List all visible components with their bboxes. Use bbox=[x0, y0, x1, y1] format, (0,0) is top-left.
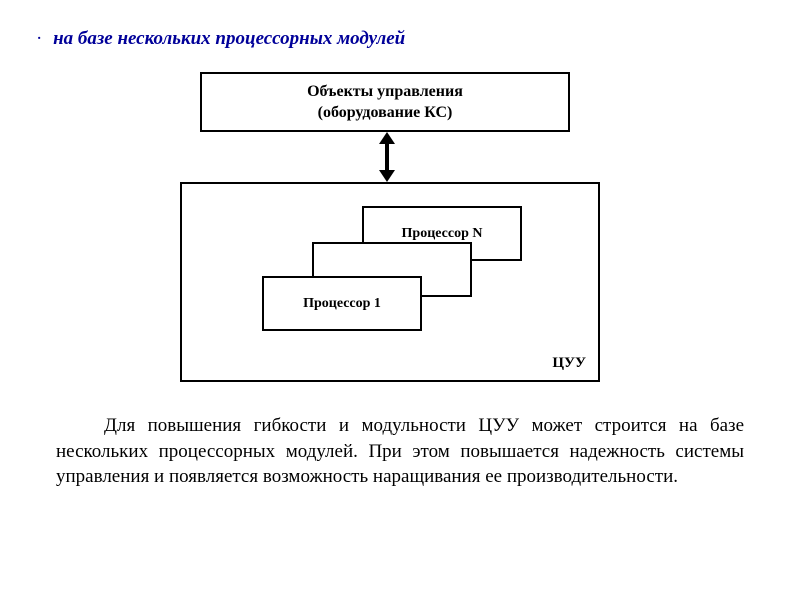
title-text: на базе нескольких процессорных модулей bbox=[53, 28, 405, 49]
top-box-line1: Объекты управления bbox=[202, 82, 568, 103]
arrow-down-icon bbox=[379, 170, 395, 182]
top-box-line2: (оборудование КС) bbox=[202, 103, 568, 124]
page-title: · на базе нескольких процессорных модуле… bbox=[36, 28, 764, 50]
description-paragraph: Для повышения гибкости и модульности ЦУУ… bbox=[36, 413, 764, 490]
processor-1-box: Процессор 1 bbox=[262, 276, 422, 331]
diagram-container: Объекты управления (оборудование КС) Про… bbox=[140, 70, 660, 385]
top-box: Объекты управления (оборудование КС) bbox=[200, 72, 570, 132]
bidirectional-arrow bbox=[379, 132, 395, 182]
title-bullet: · bbox=[36, 28, 42, 49]
cpu-container-box: Процессор N Процессор 1 ЦУУ bbox=[180, 182, 600, 382]
cpu-container-label: ЦУУ bbox=[552, 355, 586, 372]
